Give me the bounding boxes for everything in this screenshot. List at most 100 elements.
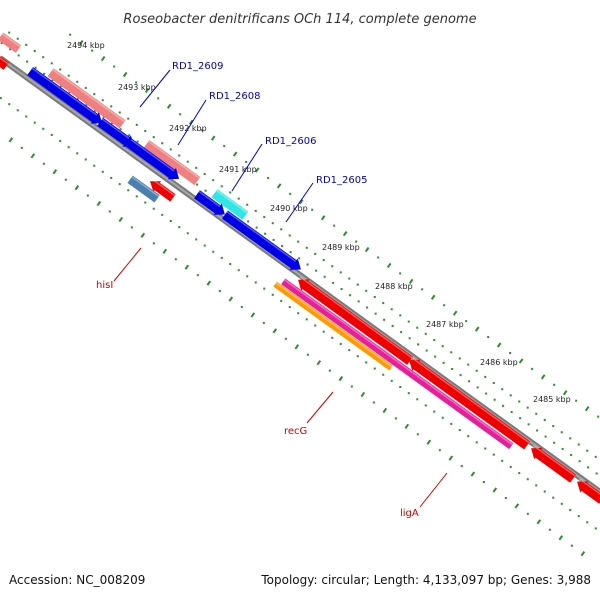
- tick-dot: [311, 208, 314, 211]
- feature-cds-1[interactable]: [97, 117, 135, 147]
- tick-dot: [535, 484, 538, 487]
- genome-title: Roseobacter denitrificans OCh 114, compl…: [123, 12, 476, 27]
- tick-dot: [76, 152, 79, 155]
- tick-dot: [161, 213, 164, 216]
- tick-dot: [487, 336, 490, 339]
- feature-rev-long-1[interactable]: [298, 279, 413, 365]
- tick-mark: [118, 216, 124, 223]
- tick-dot: [34, 66, 37, 69]
- tick-dot: [33, 50, 36, 53]
- gene-label-recG[interactable]: recG: [284, 426, 307, 437]
- gene-label-rd1-2609[interactable]: RD1_2609: [172, 61, 223, 72]
- feature-cyan-rd1-2606[interactable]: [211, 189, 249, 220]
- feature-cds-rd1-2609-highlight: [31, 67, 98, 116]
- tick-dot: [108, 210, 111, 213]
- tick-dot: [152, 136, 155, 139]
- tick-dot: [322, 330, 325, 333]
- feature-cds-rd1-2606-small[interactable]: [194, 190, 225, 215]
- tick-dot: [203, 244, 206, 247]
- feature-rna-top-left[interactable]: [0, 32, 22, 53]
- tick-dot: [64, 178, 67, 181]
- tick-dot: [442, 361, 445, 364]
- tick-dot: [510, 411, 513, 414]
- tick-dot: [263, 216, 266, 219]
- tick-dot: [438, 449, 441, 452]
- topology-text: Topology: circular; Length: 4,133,097 bp…: [260, 573, 591, 587]
- tick-dot: [331, 265, 334, 268]
- tick-dot: [501, 388, 504, 391]
- feature-rna-rd1-2608-highlight: [147, 140, 200, 179]
- tick-dot: [288, 234, 291, 237]
- tick-dot: [102, 115, 105, 118]
- tick-dot: [587, 466, 590, 469]
- tick-mark: [206, 280, 212, 286]
- gene-label-rd1-2606[interactable]: RD1_2606: [265, 136, 316, 147]
- feature-orange-recG[interactable]: [273, 281, 393, 371]
- tick-dot: [527, 423, 530, 426]
- feature-magenta-ligA[interactable]: [281, 278, 514, 450]
- tick-dot: [509, 465, 512, 468]
- feature-rna-rd1-2608[interactable]: [143, 140, 201, 186]
- tick-dot: [178, 226, 181, 229]
- genome-backbone: [0, 55, 600, 495]
- tick-dot: [424, 404, 427, 407]
- tick-dot: [578, 460, 581, 463]
- feature-rna-rd1-2609[interactable]: [47, 68, 126, 129]
- tick-dot: [394, 417, 397, 420]
- tick-dot: [178, 154, 181, 157]
- scale-labels: 2494 kbp 2493 kbp 2492 kbp 2491 kbp 2490…: [67, 41, 571, 404]
- tick-dot: [417, 343, 420, 346]
- tick-dot: [595, 472, 598, 475]
- gene-label-rd1-2608[interactable]: RD1_2608: [209, 91, 260, 102]
- tick-dot: [315, 269, 318, 272]
- tick-dot: [569, 508, 572, 511]
- tick-dot: [135, 81, 138, 84]
- tick-dot: [20, 146, 23, 149]
- tick-dot: [8, 103, 11, 106]
- tick-dot: [263, 287, 266, 290]
- tick-dot: [16, 109, 19, 112]
- tick-dot: [169, 219, 172, 222]
- tick-dot: [577, 443, 580, 446]
- tick-dot: [502, 404, 505, 407]
- feature-magenta-ligA-highlight: [283, 279, 513, 446]
- feature-rev-hisI[interactable]: [149, 181, 176, 202]
- gene-label-ligA[interactable]: ligA: [400, 508, 419, 519]
- feature-cds-rd1-2609[interactable]: [27, 67, 103, 124]
- tick-dot: [365, 289, 368, 292]
- tick-dot: [570, 454, 573, 457]
- feature-steelblue-hisI-highlight: [131, 176, 160, 197]
- gene-label-hisI[interactable]: hisI: [96, 280, 113, 291]
- feature-rev-long-2[interactable]: [409, 359, 530, 450]
- tick-dot: [50, 62, 53, 65]
- feature-rev-small-2[interactable]: [577, 481, 600, 504]
- tick-mark: [210, 135, 216, 141]
- tick-dot: [246, 203, 249, 206]
- tick-dot: [548, 528, 551, 531]
- feature-cds-rd1-2608[interactable]: [126, 138, 180, 180]
- tick-dot: [443, 304, 446, 307]
- tick-dot: [356, 355, 359, 358]
- tick-dot: [399, 314, 402, 317]
- tick-mark: [562, 390, 568, 396]
- feature-rna-rd1-2609-highlight: [52, 68, 126, 123]
- tick-dot: [144, 129, 147, 132]
- tick-dot: [365, 361, 368, 364]
- tick-dot: [586, 449, 589, 452]
- tick-mark: [518, 358, 524, 364]
- feature-steelblue-hisI[interactable]: [127, 175, 160, 203]
- tick-dot: [128, 134, 131, 137]
- gene-label-rd1-2605[interactable]: RD1_2605: [316, 175, 367, 186]
- tick-dot: [161, 142, 164, 145]
- feature-rev-small-1[interactable]: [531, 447, 576, 483]
- tick-dot: [458, 429, 461, 432]
- feature-cds-rd1-2605[interactable]: [222, 210, 301, 270]
- tick-dot: [9, 48, 12, 51]
- tick-dot: [350, 385, 353, 388]
- tick-dot: [280, 228, 283, 231]
- feature-rev-top-left[interactable]: [0, 53, 9, 70]
- tick-dot: [594, 455, 597, 458]
- tick-dot: [543, 490, 546, 493]
- tick-dot: [42, 56, 45, 59]
- tick-dot: [16, 37, 19, 40]
